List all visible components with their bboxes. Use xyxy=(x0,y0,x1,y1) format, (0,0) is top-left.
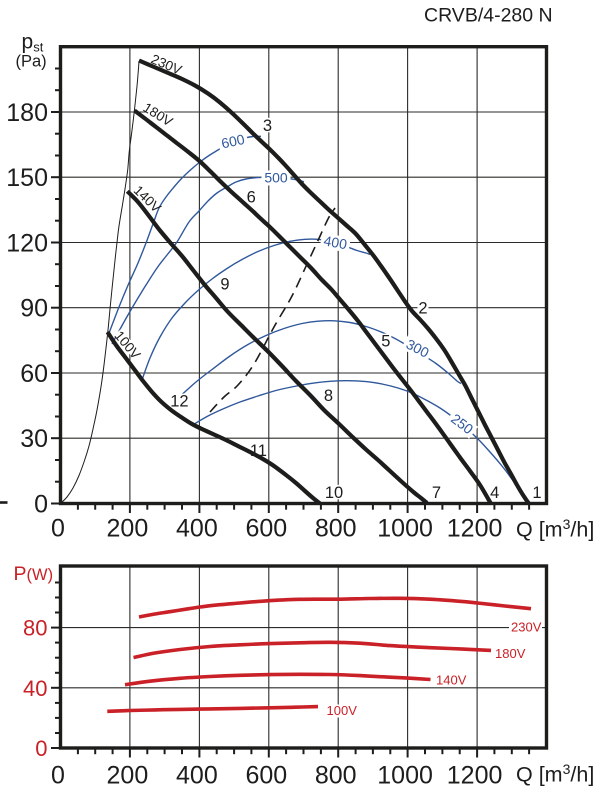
svg-text:12: 12 xyxy=(170,393,188,411)
svg-text:200: 200 xyxy=(107,515,149,543)
svg-text:5: 5 xyxy=(381,333,390,351)
svg-text:pst: pst xyxy=(22,31,44,55)
svg-text:4: 4 xyxy=(490,484,499,502)
svg-text:400: 400 xyxy=(322,232,348,252)
svg-text:1000: 1000 xyxy=(377,762,433,790)
svg-text:100V: 100V xyxy=(327,703,358,718)
svg-text:500: 500 xyxy=(264,170,288,186)
svg-text:10: 10 xyxy=(325,484,343,502)
svg-text:400: 400 xyxy=(176,762,218,790)
svg-text:1000: 1000 xyxy=(377,515,433,543)
svg-text:2: 2 xyxy=(418,299,427,317)
svg-text:60: 60 xyxy=(20,360,48,388)
svg-text:1200: 1200 xyxy=(447,515,503,543)
svg-text:180V: 180V xyxy=(495,646,526,661)
svg-text:140V: 140V xyxy=(436,673,467,688)
svg-text:90: 90 xyxy=(20,295,48,323)
svg-text:150: 150 xyxy=(6,164,48,192)
svg-text:600: 600 xyxy=(245,515,287,543)
svg-text:3: 3 xyxy=(263,117,272,135)
svg-text:200: 200 xyxy=(107,762,149,790)
svg-text:Q [m3/h]: Q [m3/h] xyxy=(516,761,594,787)
svg-text:230V: 230V xyxy=(511,620,542,635)
svg-text:180V: 180V xyxy=(140,100,175,130)
svg-text:120: 120 xyxy=(6,230,48,258)
svg-text:800: 800 xyxy=(315,762,357,790)
svg-text:P(W): P(W) xyxy=(14,563,54,585)
svg-text:40: 40 xyxy=(23,676,47,701)
svg-text:800: 800 xyxy=(315,515,357,543)
svg-text:30: 30 xyxy=(20,425,48,453)
svg-text:400: 400 xyxy=(176,515,218,543)
svg-text:180: 180 xyxy=(6,99,48,127)
svg-text:0: 0 xyxy=(35,736,47,761)
svg-text:CRVB/4-280 N: CRVB/4-280 N xyxy=(424,5,553,27)
svg-text:0: 0 xyxy=(51,762,65,790)
svg-text:8: 8 xyxy=(324,387,333,405)
svg-text:600: 600 xyxy=(220,131,246,152)
svg-text:1200: 1200 xyxy=(447,762,503,790)
svg-text:6: 6 xyxy=(247,189,256,207)
svg-text:1: 1 xyxy=(532,484,541,502)
svg-text:0: 0 xyxy=(51,515,65,543)
svg-text:600: 600 xyxy=(245,762,287,790)
svg-text:0: 0 xyxy=(34,491,48,519)
svg-text:9: 9 xyxy=(220,275,229,293)
svg-text:(Pa): (Pa) xyxy=(16,53,47,71)
svg-text:80: 80 xyxy=(23,616,47,641)
svg-text:Q [m3/h]: Q [m3/h] xyxy=(516,516,594,542)
svg-text:7: 7 xyxy=(432,484,441,502)
